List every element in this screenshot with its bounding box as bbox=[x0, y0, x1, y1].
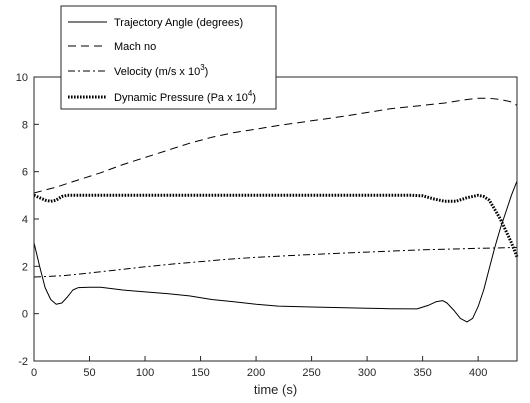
legend-label-1: Trajectory Angle (degrees) bbox=[114, 17, 243, 29]
legend-label-2: Mach no bbox=[114, 41, 156, 53]
legend-label-text: Mach no bbox=[114, 41, 156, 53]
y-tick-label: 2 bbox=[22, 261, 28, 273]
series-layer bbox=[33, 97, 519, 323]
legend-label-tail: ) bbox=[205, 66, 209, 78]
y-tick-label: -2 bbox=[18, 356, 28, 368]
x-axis-label: time (s) bbox=[254, 382, 297, 397]
legend-label-tail: ) bbox=[252, 92, 256, 104]
series-line-1 bbox=[33, 180, 518, 323]
x-tick-label: 150 bbox=[191, 367, 209, 379]
y-tick-label: 10 bbox=[16, 72, 28, 84]
x-tick-label: 100 bbox=[136, 367, 154, 379]
series-line-4 bbox=[33, 193, 519, 258]
series-line-2 bbox=[33, 97, 518, 194]
series-line-3 bbox=[33, 246, 518, 278]
y-tick-label: 6 bbox=[22, 167, 28, 179]
legend-label-superscript: 3 bbox=[200, 63, 205, 72]
x-tick-label: 200 bbox=[247, 367, 265, 379]
legend: Trajectory Angle (degrees) Mach no Velocit… bbox=[60, 5, 277, 110]
x-tick-label: 300 bbox=[358, 367, 376, 379]
y-tick-label: 4 bbox=[22, 214, 28, 226]
y-tick-label: 8 bbox=[22, 119, 28, 131]
x-axis-ticks: 0 50 100 150 200 250 300 350 400 bbox=[31, 356, 487, 379]
y-axis-ticks: -2 0 2 4 6 8 10 bbox=[16, 72, 39, 368]
x-tick-label: 50 bbox=[83, 367, 95, 379]
legend-label-4: Dynamic Pressure (Pa x 104) bbox=[114, 89, 256, 104]
legend-label-text: Velocity (m/s x 10 bbox=[114, 66, 200, 78]
legend-label-text: Dynamic Pressure (Pa x 10 bbox=[114, 92, 248, 104]
legend-box bbox=[60, 5, 277, 110]
x-tick-label: 250 bbox=[302, 367, 320, 379]
legend-label-superscript: 4 bbox=[248, 89, 253, 98]
x-tick-label: 350 bbox=[413, 367, 431, 379]
y-tick-label: 0 bbox=[22, 309, 28, 321]
x-tick-label: 400 bbox=[469, 367, 487, 379]
legend-label-3: Velocity (m/s x 103) bbox=[114, 63, 208, 78]
legend-label-text: Trajectory Angle (degrees) bbox=[114, 17, 243, 29]
x-tick-label: 0 bbox=[31, 367, 37, 379]
